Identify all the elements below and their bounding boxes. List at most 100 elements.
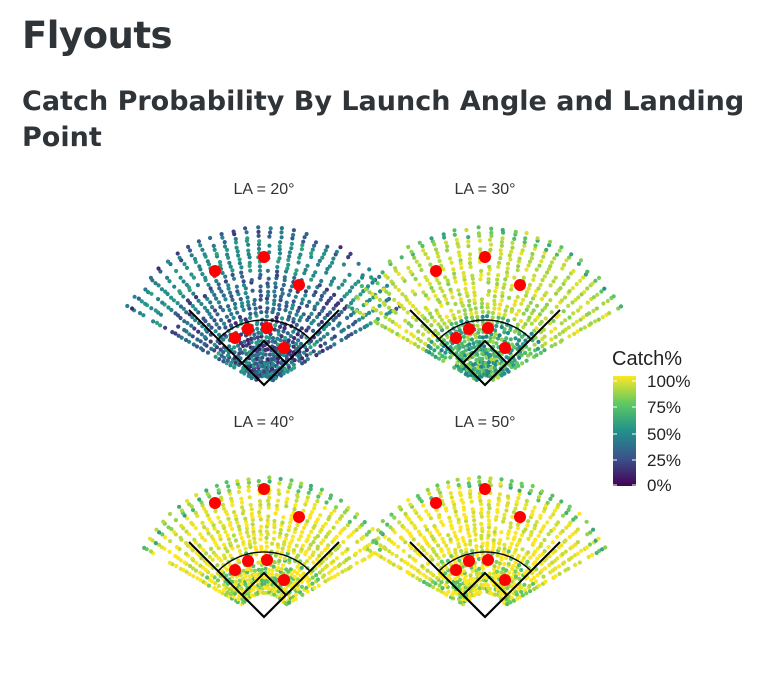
data-point xyxy=(392,297,397,302)
data-point xyxy=(472,518,477,523)
data-point xyxy=(174,268,179,274)
data-point xyxy=(272,522,277,527)
data-point xyxy=(182,327,187,333)
data-point xyxy=(336,285,341,290)
data-point xyxy=(512,535,517,540)
data-point xyxy=(273,553,278,558)
data-point xyxy=(260,355,265,360)
data-point xyxy=(492,302,497,307)
data-point xyxy=(449,321,454,327)
data-point xyxy=(321,538,326,543)
data-point xyxy=(421,579,427,585)
fielder-marker xyxy=(261,322,273,334)
data-point xyxy=(217,533,222,538)
data-point xyxy=(315,301,320,306)
data-point xyxy=(217,286,222,291)
data-point xyxy=(578,305,583,310)
data-point xyxy=(456,288,461,293)
data-point xyxy=(282,326,287,331)
data-point xyxy=(600,315,605,320)
data-point xyxy=(475,552,480,558)
data-point xyxy=(296,260,301,265)
data-point xyxy=(486,529,491,535)
data-point xyxy=(432,318,437,323)
data-point xyxy=(575,527,580,532)
data-point xyxy=(467,261,473,266)
data-point xyxy=(214,322,219,327)
data-point xyxy=(311,349,316,354)
data-point xyxy=(540,568,545,573)
data-point xyxy=(178,535,183,540)
data-point xyxy=(566,275,571,280)
data-point xyxy=(524,568,529,573)
data-point xyxy=(487,506,492,511)
data-point xyxy=(304,328,309,333)
data-point xyxy=(312,506,317,511)
data-point xyxy=(308,487,313,492)
data-point xyxy=(504,556,509,561)
data-point xyxy=(190,315,195,320)
data-point xyxy=(407,554,412,559)
data-point xyxy=(265,281,270,286)
data-point xyxy=(271,306,276,312)
point-layer xyxy=(125,225,403,383)
data-point xyxy=(487,586,492,592)
data-point xyxy=(349,332,354,337)
data-point xyxy=(239,270,244,275)
data-point xyxy=(306,490,311,495)
data-point xyxy=(305,357,310,362)
data-point xyxy=(258,297,263,302)
data-point xyxy=(525,523,530,528)
data-point xyxy=(385,283,390,288)
data-point xyxy=(387,317,392,322)
data-point xyxy=(158,312,164,317)
data-point xyxy=(245,236,250,241)
fielder-marker xyxy=(278,574,290,586)
data-point xyxy=(415,568,420,573)
data-point xyxy=(521,275,526,280)
data-point xyxy=(246,242,251,247)
data-point xyxy=(202,305,207,310)
data-point xyxy=(487,237,493,242)
data-point xyxy=(528,555,533,560)
data-point xyxy=(464,519,469,524)
data-point xyxy=(421,290,426,295)
data-point xyxy=(447,550,452,555)
data-point xyxy=(516,563,522,568)
data-point xyxy=(464,547,469,552)
data-point xyxy=(200,247,205,252)
data-point xyxy=(202,252,207,257)
data-point xyxy=(199,346,204,351)
data-point xyxy=(563,318,568,323)
data-point xyxy=(542,274,547,279)
data-point xyxy=(564,510,569,516)
data-point xyxy=(342,278,347,283)
data-point xyxy=(472,526,477,531)
data-point xyxy=(190,556,195,561)
data-point xyxy=(287,524,292,529)
data-point xyxy=(587,542,593,547)
data-point xyxy=(386,559,391,564)
data-point xyxy=(341,262,346,267)
data-point xyxy=(513,560,518,565)
data-point xyxy=(386,305,392,310)
data-point xyxy=(241,508,246,513)
data-point xyxy=(523,322,528,327)
data-point xyxy=(493,289,498,294)
data-point xyxy=(245,299,251,304)
data-point xyxy=(315,517,320,522)
data-point xyxy=(332,508,337,513)
data-point xyxy=(459,300,464,305)
data-point xyxy=(256,339,261,344)
data-point xyxy=(440,354,445,359)
data-point xyxy=(468,573,473,578)
data-point xyxy=(595,292,600,297)
data-point xyxy=(221,506,226,511)
data-point xyxy=(538,282,543,287)
data-point xyxy=(490,548,495,553)
data-point xyxy=(204,509,209,514)
data-point xyxy=(590,552,595,557)
data-point xyxy=(345,315,350,320)
data-point xyxy=(184,265,190,270)
data-point xyxy=(328,344,333,349)
